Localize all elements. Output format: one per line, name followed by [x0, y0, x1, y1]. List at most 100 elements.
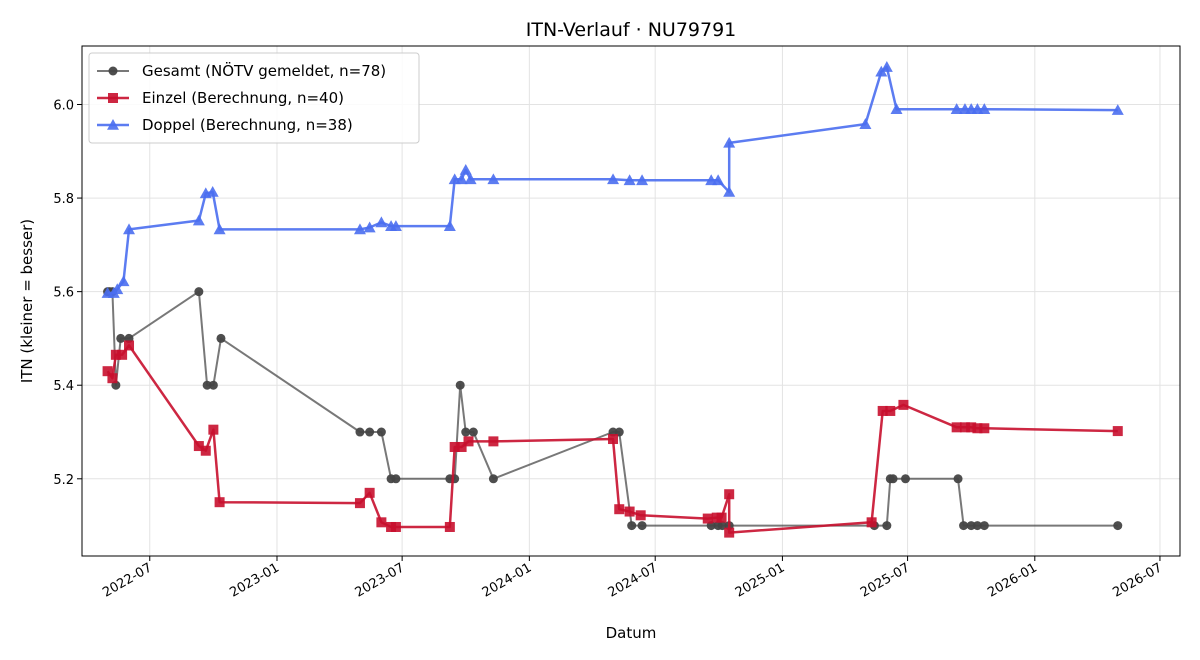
data-point	[116, 333, 126, 343]
data-point	[194, 287, 204, 297]
legend-marker	[108, 66, 118, 76]
x-tick-label: 2023-07	[353, 560, 408, 600]
data-point	[877, 405, 888, 416]
data-point	[716, 512, 727, 523]
data-point	[951, 422, 962, 433]
legend-item: Doppel (Berechnung, n=38)	[97, 116, 353, 134]
data-point	[455, 380, 465, 390]
data-point	[208, 380, 218, 390]
data-point	[959, 422, 970, 433]
data-point	[487, 173, 500, 185]
y-tick-label: 5.8	[53, 192, 74, 207]
data-point	[107, 373, 118, 384]
x-tick-label: 2024-07	[606, 560, 661, 600]
x-tick-label: 2025-01	[733, 560, 788, 600]
data-point	[978, 103, 991, 114]
data-point	[102, 366, 113, 377]
series-lines	[101, 61, 1124, 538]
x-tick-label: 2023-01	[227, 560, 282, 600]
data-point	[624, 506, 635, 517]
chart-title: ITN-Verlauf · NU79791	[526, 19, 737, 41]
data-point	[888, 474, 898, 484]
data-point	[443, 220, 456, 231]
data-point	[723, 136, 736, 148]
data-point	[607, 173, 620, 185]
data-point	[627, 521, 637, 531]
data-point	[456, 441, 467, 452]
data-point	[702, 513, 713, 524]
series-3	[101, 61, 1124, 298]
legend-label: Einzel (Berechnung, n=40)	[142, 89, 344, 107]
data-point	[463, 436, 474, 447]
data-point	[488, 474, 498, 484]
x-axis-title: Datum	[606, 624, 657, 642]
data-point	[202, 380, 212, 390]
legend-marker	[108, 93, 118, 103]
data-point	[208, 424, 219, 435]
y-tick-label: 5.6	[53, 286, 74, 301]
data-point	[464, 173, 477, 185]
data-point	[214, 497, 225, 508]
data-point	[111, 283, 124, 295]
data-point	[376, 427, 386, 437]
data-point	[1111, 104, 1124, 115]
x-tick-label: 2025-07	[858, 560, 913, 600]
data-point	[213, 223, 226, 235]
data-point	[461, 427, 471, 437]
data-point	[364, 487, 375, 498]
data-point	[636, 174, 649, 186]
data-point	[1113, 521, 1123, 531]
x-tick-label: 2022-07	[100, 560, 155, 600]
data-point	[623, 174, 636, 186]
data-point	[712, 174, 725, 186]
data-point	[200, 445, 211, 456]
data-point	[724, 489, 735, 500]
series-1	[103, 287, 1123, 531]
data-point	[859, 118, 872, 129]
data-point	[966, 521, 976, 531]
data-point	[110, 349, 121, 360]
legend: Gesamt (NÖTV gemeldet, n=78) Einzel (Bere…	[88, 52, 420, 144]
legend-item: Einzel (Berechnung, n=40)	[97, 89, 344, 107]
y-tick-label: 5.2	[53, 473, 74, 488]
series-line	[107, 290, 1118, 527]
legend-label: Doppel (Berechnung, n=38)	[142, 116, 353, 134]
y-axis-title: ITN (kleiner = besser)	[18, 219, 36, 383]
data-point	[966, 422, 977, 433]
data-point	[1112, 426, 1123, 437]
data-point	[979, 521, 989, 531]
data-point	[885, 405, 896, 416]
data-point	[117, 275, 130, 287]
data-point	[950, 103, 963, 114]
data-point	[723, 185, 736, 197]
data-point	[979, 423, 990, 434]
data-point	[391, 474, 401, 484]
x-tick-label: 2024-01	[480, 560, 535, 600]
data-point	[972, 423, 983, 434]
data-point	[354, 498, 365, 509]
data-point	[455, 173, 468, 185]
data-point	[898, 399, 909, 410]
plot-frame	[81, 45, 1181, 557]
series-2	[102, 340, 1123, 538]
data-point	[488, 436, 499, 447]
data-point	[363, 221, 376, 233]
data-point	[123, 223, 136, 235]
data-point	[355, 427, 365, 437]
data-point	[880, 61, 893, 72]
data-point	[192, 214, 205, 226]
data-point	[608, 434, 619, 445]
y-tick-label: 6.0	[53, 98, 74, 113]
data-point	[468, 427, 478, 437]
data-point	[117, 349, 128, 360]
legend-box	[88, 52, 420, 144]
data-point	[353, 223, 366, 235]
data-point	[216, 333, 226, 343]
legend-item: Gesamt (NÖTV gemeldet, n=78)	[97, 61, 386, 80]
data-point	[444, 521, 455, 532]
data-point	[901, 474, 910, 484]
data-point	[637, 521, 647, 531]
data-point	[724, 527, 735, 538]
data-point	[376, 517, 387, 528]
